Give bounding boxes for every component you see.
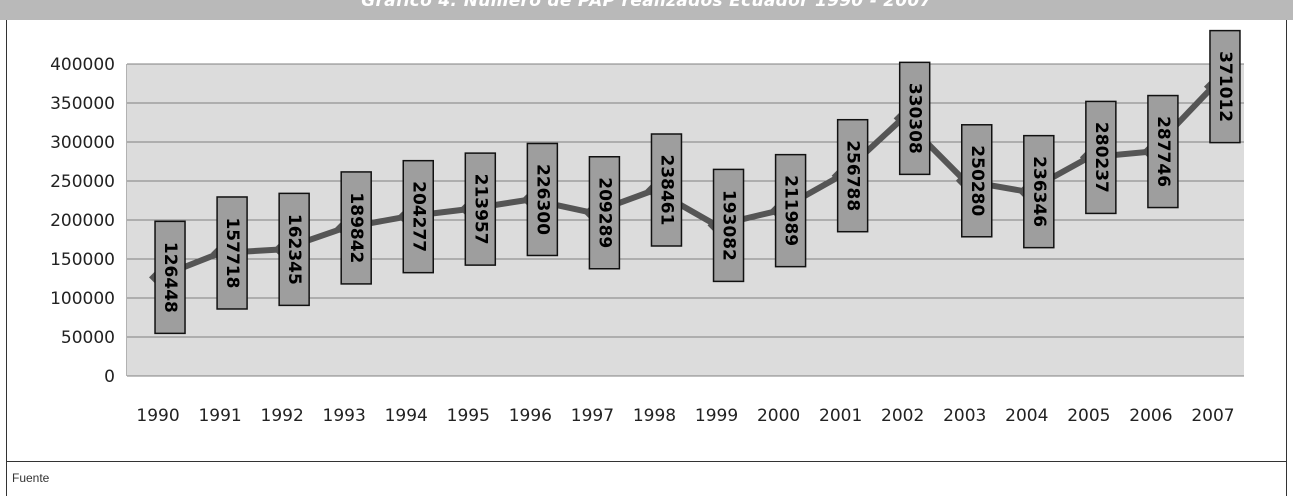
data-label-text: 189842 <box>346 192 366 263</box>
data-label-text: 193082 <box>719 190 739 261</box>
data-label-text: 157718 <box>222 217 242 288</box>
data-label-box <box>340 171 372 285</box>
data-label-box <box>712 168 745 283</box>
x-tick-label: 2007 <box>1191 406 1234 426</box>
x-tick-label: 2006 <box>1129 406 1172 426</box>
x-tick-label: 2000 <box>757 406 800 426</box>
x-tick-label: 1998 <box>633 406 676 426</box>
data-label: 157718 <box>216 196 248 310</box>
y-tick-label: 100000 <box>50 289 115 309</box>
x-tick-label: 1996 <box>509 406 552 426</box>
y-tick-label: 50000 <box>61 328 115 348</box>
data-label: 238461 <box>650 133 683 247</box>
x-tick-label: 2002 <box>881 406 924 426</box>
x-axis: 1990 1991 1992 1993 1994 1995 1996 1997 1998 1999… <box>127 375 1244 426</box>
y-tick-label: 150000 <box>50 250 115 270</box>
data-label-box <box>1147 94 1179 209</box>
data-label: 330308 <box>898 61 931 176</box>
data-label-box <box>526 142 559 257</box>
data-label-box <box>650 133 683 247</box>
source-label: Fuente <box>12 471 50 485</box>
data-label-box <box>464 152 497 266</box>
data-label: 193082 <box>712 168 745 283</box>
data-label: 371012 <box>1209 29 1241 144</box>
data-label-box <box>961 124 993 238</box>
data-label-text: 238461 <box>656 155 676 226</box>
x-tick-label: 1994 <box>385 406 428 426</box>
data-label: 236346 <box>1023 134 1055 249</box>
chart-title-bar: Gráfico 4: Número de PAP realizados Ecua… <box>0 0 1293 20</box>
data-label: 189842 <box>340 171 372 285</box>
data-label-text: 250280 <box>967 145 987 216</box>
data-label-text: 226300 <box>532 164 552 235</box>
data-label-text: 330308 <box>905 83 925 154</box>
x-tick-label: 1990 <box>136 406 179 426</box>
data-label-text: 211989 <box>781 175 801 246</box>
y-tick-label: 250000 <box>50 172 115 192</box>
data-label-box <box>402 159 434 274</box>
data-label: 256788 <box>836 118 869 233</box>
data-label: 280237 <box>1085 100 1117 215</box>
x-tick-label: 2005 <box>1067 406 1110 426</box>
data-label-text: 204277 <box>408 181 428 252</box>
data-label-text: 280237 <box>1091 122 1111 193</box>
x-tick-label: 1992 <box>261 406 304 426</box>
data-label-box <box>278 192 310 307</box>
data-label-text: 162345 <box>284 214 304 285</box>
plot-area: 126448 157718 162345 189842 204277 213957 2263… <box>127 29 1244 377</box>
data-label-box <box>774 153 807 268</box>
data-label: 213957 <box>464 152 497 266</box>
y-tick-label: 350000 <box>50 94 115 114</box>
x-tick-label: 1993 <box>323 406 366 426</box>
x-tick-label: 2004 <box>1005 406 1048 426</box>
data-label-box <box>1023 134 1055 249</box>
x-tick-label: 2003 <box>943 406 986 426</box>
data-label-text: 126448 <box>160 242 180 313</box>
y-tick-label: 300000 <box>50 133 115 153</box>
data-label-box <box>588 156 621 270</box>
data-label: 162345 <box>278 192 310 307</box>
x-tick-label: 1999 <box>695 406 738 426</box>
x-tick-label: 2001 <box>819 406 862 426</box>
x-tick-label: 1991 <box>198 406 241 426</box>
data-label-text: 209289 <box>594 177 614 248</box>
chart-frame: 400000 350000 300000 250000 200000 150000 1000… <box>6 20 1287 462</box>
data-label: 211989 <box>774 153 807 268</box>
y-tick-label: 200000 <box>50 211 115 231</box>
data-label-text: 371012 <box>1215 51 1235 122</box>
data-label-text: 256788 <box>843 140 863 211</box>
data-label: 287746 <box>1147 94 1179 209</box>
data-label-text: 287746 <box>1153 116 1173 187</box>
data-label-box <box>898 61 931 176</box>
data-label: 126448 <box>154 220 186 335</box>
y-tick-label: 0 <box>104 367 115 387</box>
data-label-text: 236346 <box>1029 156 1049 227</box>
data-label: 226300 <box>526 142 559 257</box>
x-tick-label: 1997 <box>571 406 614 426</box>
data-label: 204277 <box>402 159 434 274</box>
data-label-box <box>1085 100 1117 215</box>
x-tick-label: 1995 <box>447 406 490 426</box>
data-label-box <box>1209 29 1241 144</box>
chart-title: Gráfico 4: Número de PAP realizados Ecua… <box>361 0 932 11</box>
y-tick-label: 400000 <box>50 55 115 75</box>
data-label-box <box>836 118 869 233</box>
data-label: 250280 <box>961 124 993 238</box>
line-chart: 400000 350000 300000 250000 200000 150000 1000… <box>50 29 1244 426</box>
source-footer: Fuente <box>6 462 1287 496</box>
y-axis: 400000 350000 300000 250000 200000 150000 1000… <box>50 55 128 387</box>
data-label-text: 213957 <box>470 174 490 245</box>
data-label: 209289 <box>588 156 621 270</box>
data-label-box <box>154 220 186 335</box>
data-label-box <box>216 196 248 310</box>
